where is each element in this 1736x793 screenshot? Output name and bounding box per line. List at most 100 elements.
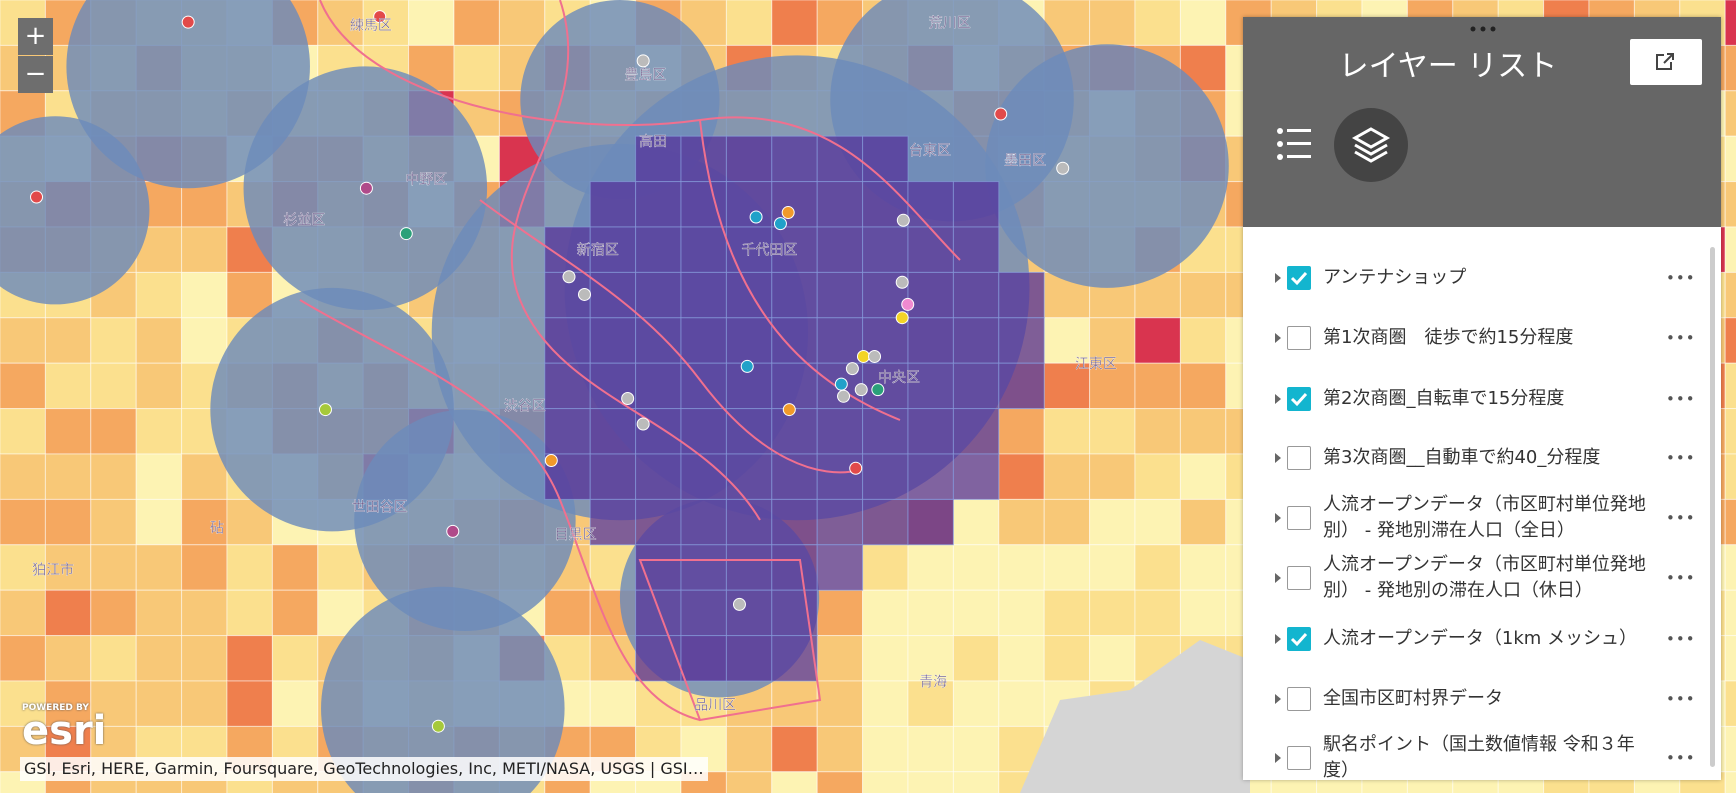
- layer-options[interactable]: •••: [1666, 569, 1696, 587]
- grid-cell: [181, 453, 228, 500]
- grid-cell: [1043, 589, 1091, 637]
- list-icon[interactable]: [1273, 122, 1323, 172]
- layer-item[interactable]: 第2次商圏_自転車で15分程度 •••: [1243, 370, 1695, 428]
- grid-cell: [1724, 362, 1736, 410]
- grid-cell: [1089, 453, 1136, 500]
- grid-cell: [1724, 317, 1736, 364]
- layer-options[interactable]: •••: [1666, 449, 1696, 467]
- grid-cell: [1089, 544, 1136, 591]
- layer-item[interactable]: 人流オープンデータ（市区町村単位発地別） - 発地別滞在人口（全日） •••: [1243, 489, 1695, 547]
- grid-cell: [1134, 317, 1181, 364]
- layer-options[interactable]: •••: [1666, 269, 1696, 287]
- expand-caret[interactable]: [1275, 273, 1281, 283]
- place-label: 杉並区: [283, 213, 325, 229]
- grid-cell: [1134, 453, 1181, 500]
- grid-cell: [1043, 317, 1091, 364]
- grid-cell: [907, 589, 954, 637]
- layer-checkbox[interactable]: [1287, 446, 1311, 470]
- layer-checkbox[interactable]: [1287, 566, 1311, 590]
- layer-item[interactable]: 全国市区町村界データ •••: [1243, 670, 1695, 728]
- grid-cell: [998, 544, 1045, 591]
- export-button[interactable]: [1630, 39, 1702, 85]
- mesh-cell: [680, 271, 727, 319]
- layer-item[interactable]: 人流オープンデータ（1km メッシュ） •••: [1243, 610, 1695, 668]
- shop-point: [845, 362, 859, 376]
- layer-item[interactable]: 第3次商圏__自動車で約40_分程度 •••: [1243, 429, 1695, 487]
- grid-cell: [44, 408, 92, 455]
- grid-cell: [1724, 680, 1736, 727]
- mesh-cell: [589, 317, 637, 364]
- grid-cell: [1724, 544, 1736, 591]
- mesh-cell: [998, 362, 1045, 410]
- layer-item[interactable]: 第1次商圏 徒歩で約15分程度 •••: [1243, 309, 1695, 367]
- layer-checkbox[interactable]: [1287, 326, 1311, 350]
- grid-cell: [589, 635, 637, 682]
- zoom-in[interactable]: +: [18, 18, 53, 55]
- grid-cell: [907, 771, 954, 793]
- layer-item[interactable]: アンテナショップ •••: [1243, 249, 1695, 307]
- layer-item[interactable]: 駅名ポイント（国土数値情報 令和３年度） •••: [1243, 729, 1695, 787]
- zoom-out[interactable]: −: [18, 56, 53, 93]
- grid-cell: [135, 408, 183, 455]
- place-label: 豊島区: [624, 68, 666, 84]
- layer-item[interactable]: 人流オープンデータ（市区町村単位発地別） - 発地別の滞在人口（休日） •••: [1243, 549, 1695, 607]
- layers-icon[interactable]: [1333, 107, 1409, 183]
- grid-cell: [544, 589, 591, 637]
- grid-cell: [44, 635, 92, 682]
- layer-checkbox[interactable]: [1287, 746, 1311, 770]
- grid-cell: [1179, 544, 1227, 591]
- expand-caret[interactable]: [1275, 694, 1281, 704]
- drag-handle[interactable]: [1468, 25, 1498, 33]
- layer-options[interactable]: •••: [1666, 390, 1696, 408]
- layer-options[interactable]: •••: [1666, 509, 1696, 527]
- layer-checkbox[interactable]: [1287, 387, 1311, 411]
- shop-point: [373, 10, 387, 24]
- expand-caret[interactable]: [1275, 453, 1281, 463]
- place-label: 台東区: [909, 143, 951, 159]
- shop-point: [856, 349, 870, 363]
- expand-caret[interactable]: [1275, 333, 1281, 343]
- expand-caret[interactable]: [1275, 513, 1281, 523]
- expand-caret[interactable]: [1275, 753, 1281, 763]
- shop-point: [895, 311, 909, 325]
- grid-cell: [44, 453, 92, 500]
- grid-cell: [1089, 0, 1136, 46]
- layer-options[interactable]: •••: [1666, 690, 1696, 708]
- mesh-cell: [907, 271, 954, 319]
- mesh-cell: [589, 408, 637, 455]
- shop-point: [399, 227, 413, 241]
- scrollbar[interactable]: [1710, 247, 1715, 767]
- layer-panel: レイヤー リスト アンテナショップ ••• 第1次商圏 徒歩で約15分程度 ••• 第2…: [1243, 17, 1721, 781]
- mesh-cell: [952, 453, 1000, 500]
- grid-cell: [771, 771, 818, 793]
- mesh-cell: [635, 181, 682, 228]
- layer-checkbox[interactable]: [1287, 266, 1311, 290]
- logo-name: esri: [22, 708, 107, 754]
- grid-cell: [1179, 362, 1227, 410]
- grid-cell: [952, 544, 1000, 591]
- mesh-cell: [952, 271, 1000, 319]
- grid-cell: [1089, 408, 1136, 455]
- expand-caret[interactable]: [1275, 394, 1281, 404]
- mesh-cell: [862, 226, 909, 273]
- mesh-cell: [635, 362, 682, 410]
- trade-area: [985, 44, 1229, 288]
- grid-cell: [1134, 408, 1181, 455]
- grid-cell: [498, 0, 546, 46]
- place-label: 世田谷区: [352, 499, 408, 515]
- layer-checkbox[interactable]: [1287, 506, 1311, 530]
- mesh-cell: [771, 544, 818, 591]
- mesh-cell: [589, 226, 637, 273]
- place-label: 中野区: [405, 172, 447, 188]
- grid-cell: [952, 725, 1000, 773]
- grid-cell: [1089, 317, 1136, 364]
- layer-options[interactable]: •••: [1666, 329, 1696, 347]
- layer-checkbox[interactable]: [1287, 627, 1311, 651]
- expand-caret[interactable]: [1275, 634, 1281, 644]
- layer-checkbox[interactable]: [1287, 687, 1311, 711]
- grid-cell: [998, 453, 1045, 500]
- layer-options[interactable]: •••: [1666, 749, 1696, 767]
- layer-label: 全国市区町村界データ: [1323, 688, 1503, 709]
- layer-options[interactable]: •••: [1666, 630, 1696, 648]
- expand-caret[interactable]: [1275, 573, 1281, 583]
